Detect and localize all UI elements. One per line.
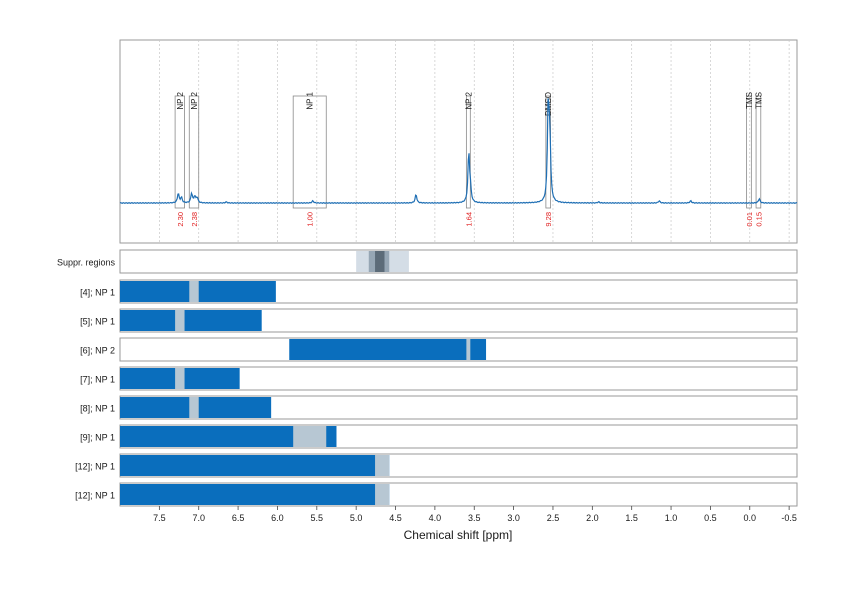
integral-label: 1.64 — [464, 212, 473, 227]
annotation-box — [188, 95, 200, 209]
x-tick-label: 2.0 — [586, 513, 599, 523]
row-bar — [120, 455, 390, 476]
annotation-label: NP 1 — [306, 91, 315, 109]
row-bar — [120, 484, 390, 505]
annotation-label: NP 2 — [190, 91, 199, 109]
annotation-label: TMS — [754, 92, 763, 109]
row: [9]; NP 1 — [80, 424, 798, 449]
row-overlap — [375, 484, 390, 505]
row-label: [12]; NP 1 — [75, 491, 115, 501]
spectrum-line — [119, 98, 798, 204]
suppr-row-label: Suppr. regions — [57, 258, 116, 268]
row-overlap — [466, 339, 471, 360]
row-label: [7]; NP 1 — [80, 375, 115, 385]
row-overlap — [375, 455, 390, 476]
annotation-label: NP 2 — [464, 91, 473, 109]
row-bar — [120, 310, 262, 331]
integral-label: 1.00 — [306, 212, 315, 227]
row: [4]; NP 1 — [80, 279, 798, 304]
row-bar — [289, 339, 487, 360]
row-overlap — [293, 426, 327, 447]
integral-label: 2.30 — [176, 212, 185, 227]
row-overlap — [175, 368, 185, 389]
integral-label: 0.15 — [754, 212, 763, 227]
x-tick-label: 1.5 — [625, 513, 638, 523]
row-label: [5]; NP 1 — [80, 317, 115, 327]
x-tick-label: 0.5 — [704, 513, 717, 523]
annotation-box — [465, 95, 471, 209]
row-label: [6]; NP 2 — [80, 346, 115, 356]
row-label: [8]; NP 1 — [80, 404, 115, 414]
suppr-regions-row: Suppr. regions — [57, 249, 798, 274]
row: [5]; NP 1 — [80, 308, 798, 333]
row-overlap — [175, 310, 185, 331]
x-tick-label: 6.5 — [232, 513, 245, 523]
x-tick-label: 6.0 — [271, 513, 284, 523]
row-overlap — [189, 397, 199, 418]
row-label: [9]; NP 1 — [80, 433, 115, 443]
x-tick-label: 0.0 — [744, 513, 757, 523]
x-tick-label: 3.0 — [507, 513, 520, 523]
annotation-box — [292, 95, 327, 209]
x-tick-label: 7.0 — [192, 513, 205, 523]
suppr-frame — [119, 249, 798, 274]
x-tick-label: 5.0 — [350, 513, 363, 523]
integral-label: 2.38 — [190, 212, 199, 227]
annotation-box — [755, 95, 762, 209]
x-tick-label: 4.5 — [389, 513, 402, 523]
x-tick-label: 4.0 — [429, 513, 442, 523]
annotation-box — [746, 95, 752, 209]
annotation-box — [174, 95, 185, 209]
spectrum-frame — [119, 39, 798, 244]
row: [12]; NP 1 — [75, 453, 798, 478]
suppr-region — [375, 251, 385, 272]
x-axis: 7.5 7.0 6.5 6.0 5.5 5.0 4.5 4.0 3.5 3.0 2.5 2.0 1.5 1… — [153, 506, 797, 523]
rows: [4]; NP 1 [5]; NP 1 [6]; NP 2 [7]; NP 1 [8];… — [75, 279, 798, 507]
row: [8]; NP 1 — [80, 395, 798, 420]
annotation-label: NP 2 — [176, 91, 185, 109]
row-label: [12]; NP 1 — [75, 462, 115, 472]
row: [12]; NP 1 — [75, 482, 798, 507]
x-tick-label: 3.5 — [468, 513, 481, 523]
annotation-label: TMS — [745, 92, 754, 109]
x-tick-label: 2.5 — [547, 513, 560, 523]
integral-label: 9.28 — [544, 212, 553, 227]
integral-label: 0.01 — [745, 212, 754, 227]
x-tick-label: -0.5 — [781, 513, 797, 523]
row-label: [4]; NP 1 — [80, 288, 115, 298]
x-tick-label: 7.5 — [153, 513, 166, 523]
x-tick-label: 5.5 — [311, 513, 324, 523]
row-overlap — [189, 281, 199, 302]
x-tick-label: 1.0 — [665, 513, 678, 523]
row: [7]; NP 1 — [80, 366, 798, 391]
x-axis-label: Chemical shift [ppm] — [404, 528, 513, 542]
row-bar — [120, 426, 337, 447]
row: [6]; NP 2 — [80, 337, 798, 362]
